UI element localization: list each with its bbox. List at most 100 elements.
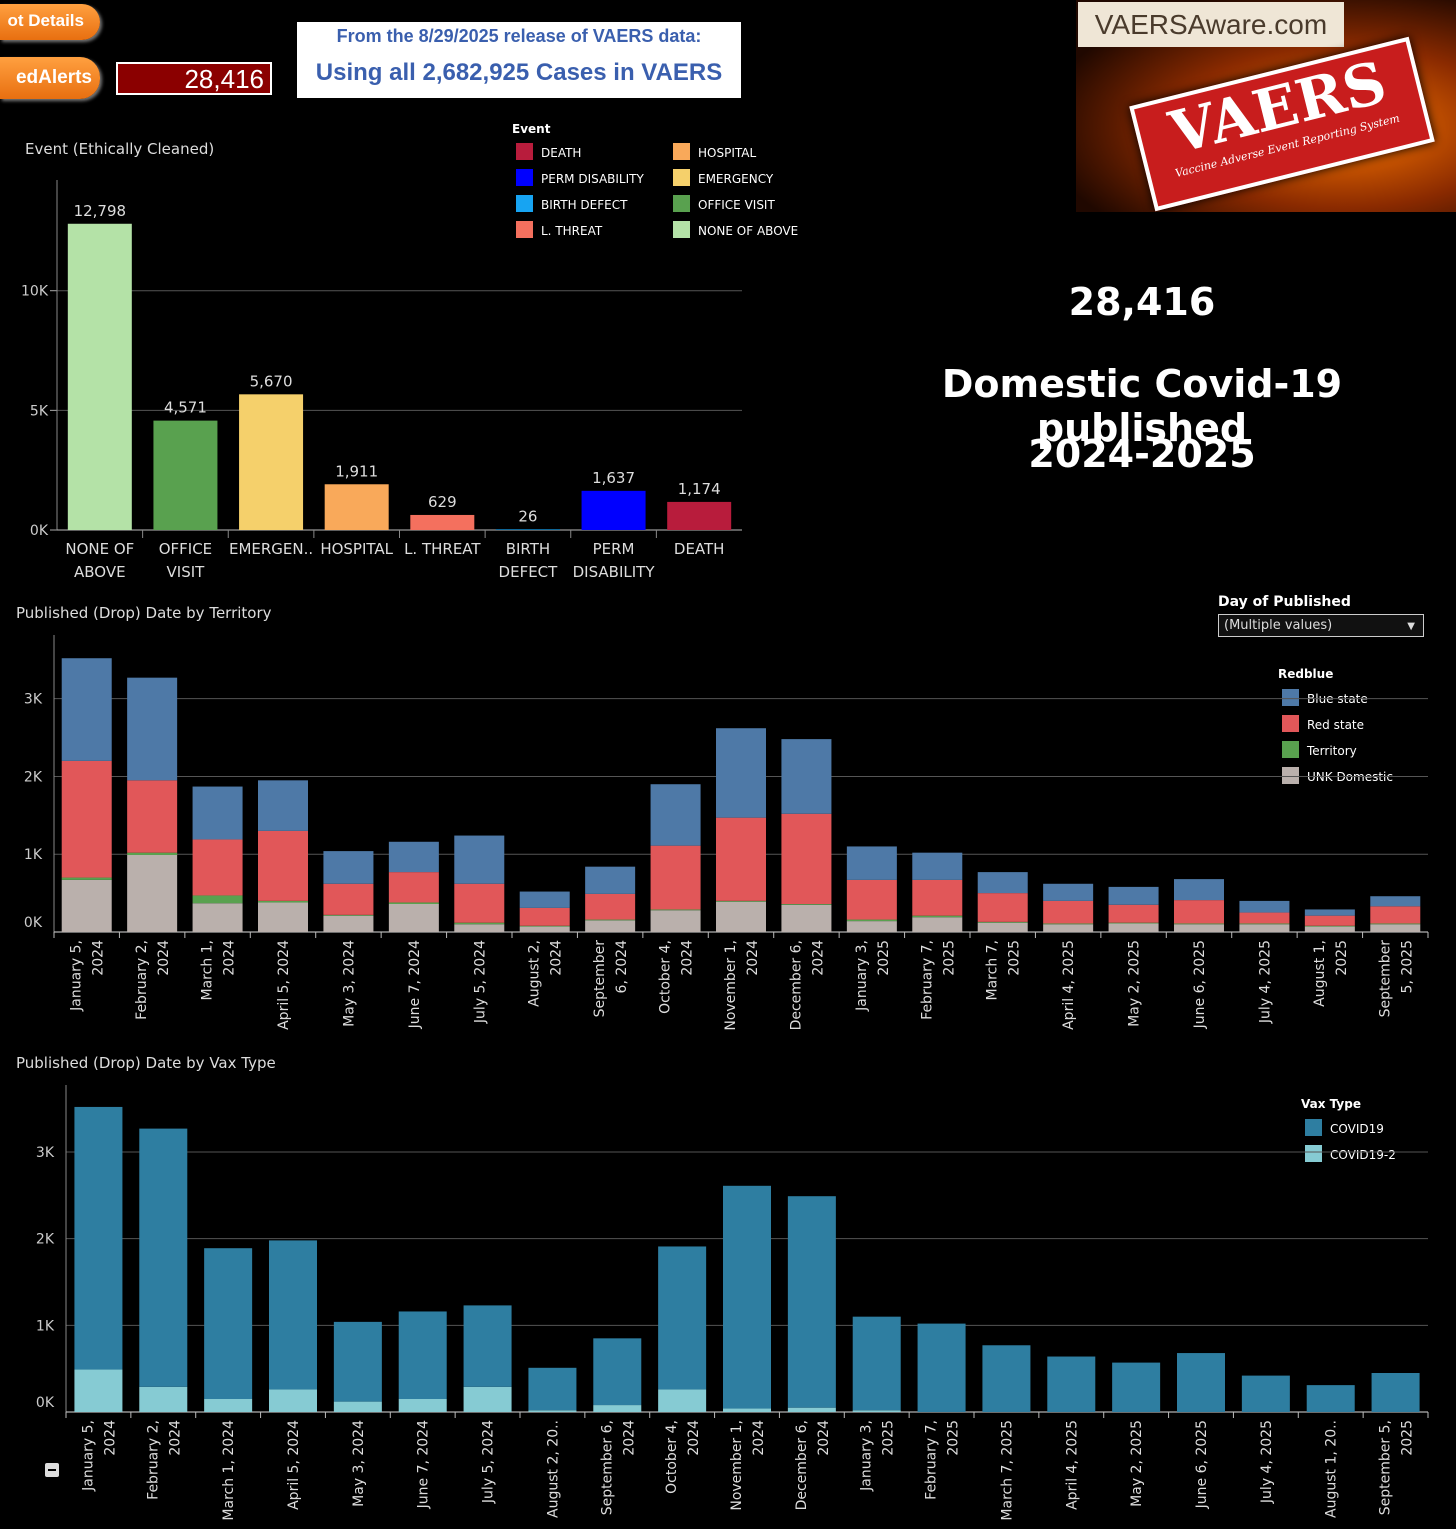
bar-segment: [1239, 923, 1290, 925]
bar-segment: [1370, 906, 1421, 924]
x-tick-label: 2025: [1334, 940, 1350, 976]
x-tick-label-group: August 2, 2024: [527, 940, 565, 1007]
bar-segment: [258, 902, 308, 932]
x-tick-label: DEFECT: [499, 563, 559, 581]
x-tick-label: March 1,: [200, 940, 216, 1000]
x-tick-label: 2025: [946, 1420, 962, 1456]
x-tick-label: September: [592, 940, 608, 1018]
day-filter-dropdown[interactable]: (Multiple values) ▼: [1218, 614, 1424, 637]
data-label: 26: [518, 507, 537, 525]
data-label: 12,798: [74, 202, 127, 220]
data-label: 1,637: [592, 469, 635, 487]
legend-swatch: [516, 221, 533, 238]
bar-segment: [912, 879, 963, 916]
bar-segment: [585, 866, 636, 894]
x-tick-label-group: March 7, 2025: [985, 940, 1023, 1000]
event-chart-title: Event (Ethically Cleaned): [25, 140, 215, 158]
bar-segment: [388, 872, 439, 903]
logo-badge: VAERS Vaccine Adverse Event Reporting Sy…: [1129, 36, 1435, 212]
legend-swatch: [1282, 767, 1299, 784]
x-tick-label: 2024: [222, 940, 238, 976]
y-tick-label: 2K: [36, 1232, 55, 1248]
release-line-1: From the 8/29/2025 release of VAERS data…: [336, 26, 702, 46]
bar-segment: [398, 1399, 447, 1412]
x-tick-label: March 7, 2025: [999, 1420, 1015, 1521]
legend-label: PERM DISABILITY: [541, 172, 644, 186]
legend-swatch: [516, 195, 533, 212]
bar-segment: [593, 1405, 642, 1412]
alerts-button[interactable]: edAlerts: [0, 57, 100, 99]
x-tick-label: January 3,: [859, 1420, 875, 1492]
bar-segment: [585, 919, 636, 921]
bar-segment: [585, 893, 636, 920]
x-tick-label: August 2,: [527, 940, 543, 1007]
x-tick-label: PERM: [593, 540, 635, 558]
bar-segment: [1174, 924, 1224, 932]
bar-segment: [61, 879, 112, 932]
bar-segment: [1108, 904, 1159, 923]
legend-label: DEATH: [541, 146, 582, 160]
x-tick-label: DISABILITY: [573, 563, 656, 581]
bar-segment: [1043, 900, 1094, 924]
x-tick-label: HOSPITAL: [320, 540, 393, 558]
bar-segment: [519, 891, 570, 908]
event-legend-title: Event: [512, 122, 551, 136]
x-tick-label-group: December 6, 2024: [794, 1420, 832, 1510]
bar: [581, 490, 646, 530]
bar-segment: [846, 919, 897, 922]
x-tick-label-group: September 6, 2024: [592, 940, 630, 1018]
x-tick-label: January 5,: [69, 940, 85, 1012]
bar-segment: [1370, 896, 1421, 907]
x-tick-label-group: November 1, 2024: [729, 1420, 767, 1511]
x-tick-label: 2024: [810, 940, 826, 976]
bar-segment: [127, 780, 178, 853]
data-label: 5,670: [250, 372, 293, 390]
legend-label: OFFICE VISIT: [698, 198, 775, 212]
x-tick-label-group: September 5, 2025: [1377, 940, 1415, 1018]
bar-segment: [846, 921, 897, 932]
bar: [67, 223, 132, 530]
legend-label: Territory: [1307, 744, 1357, 758]
x-tick-label-group: July 4, 2025: [1257, 940, 1273, 1024]
total-count-box: 28,416: [116, 62, 272, 95]
bar-segment: [1304, 926, 1355, 932]
x-tick-label: VISIT: [167, 563, 206, 581]
x-tick-label: May 2, 2025: [1129, 1420, 1145, 1507]
x-tick-label: 2024: [686, 1420, 702, 1456]
legend-swatch: [673, 221, 690, 238]
x-tick-label: L. THREAT: [404, 540, 481, 558]
x-tick-label: 6, 2024: [614, 940, 630, 994]
x-tick-label-group: January 5, 2024: [80, 1420, 118, 1492]
y-tick-label: 1K: [36, 1318, 55, 1334]
bar-segment: [1112, 1362, 1161, 1412]
legend-swatch: [1305, 1119, 1322, 1136]
bar-segment: [463, 1386, 512, 1412]
x-tick-label: July 4, 2025: [1259, 1420, 1275, 1504]
x-tick-label-group: September 6, 2024: [599, 1420, 637, 1515]
x-tick-label: December 6,: [794, 1420, 810, 1510]
bar-segment: [912, 915, 963, 918]
legend-swatch: [673, 195, 690, 212]
bar-segment: [1174, 879, 1224, 901]
vax-bar-chart: 0K 1K 2K 3K January 5, 2024 February 2, 2024 Mar…: [36, 1085, 1429, 1521]
bar-segment: [781, 813, 832, 904]
release-line-2: Using all 2,682,925 Cases in VAERS: [315, 59, 723, 86]
bar: [324, 484, 389, 530]
x-tick-label-group: February 7, 2025: [919, 940, 957, 1020]
y-tick-label: 3K: [36, 1145, 55, 1161]
details-button[interactable]: ot Details: [0, 4, 100, 40]
bar-segment: [781, 904, 832, 932]
x-tick-label-group: December 6, 2024: [788, 940, 826, 1030]
x-tick-label-group: May 3, 2024: [341, 940, 357, 1027]
y-tick-label: 0K: [36, 1395, 55, 1411]
x-tick-label-group: August 2, 20..: [545, 1420, 561, 1518]
bar-segment: [912, 852, 963, 880]
bar-segment: [454, 922, 505, 925]
x-tick-label: June 6, 2025: [1194, 1420, 1210, 1509]
data-label: 629: [428, 493, 457, 511]
collapse-icon[interactable]: [45, 1463, 59, 1477]
bar: [153, 420, 218, 530]
x-tick-label: BIRTH: [506, 540, 551, 558]
data-label: 4,571: [164, 399, 207, 417]
